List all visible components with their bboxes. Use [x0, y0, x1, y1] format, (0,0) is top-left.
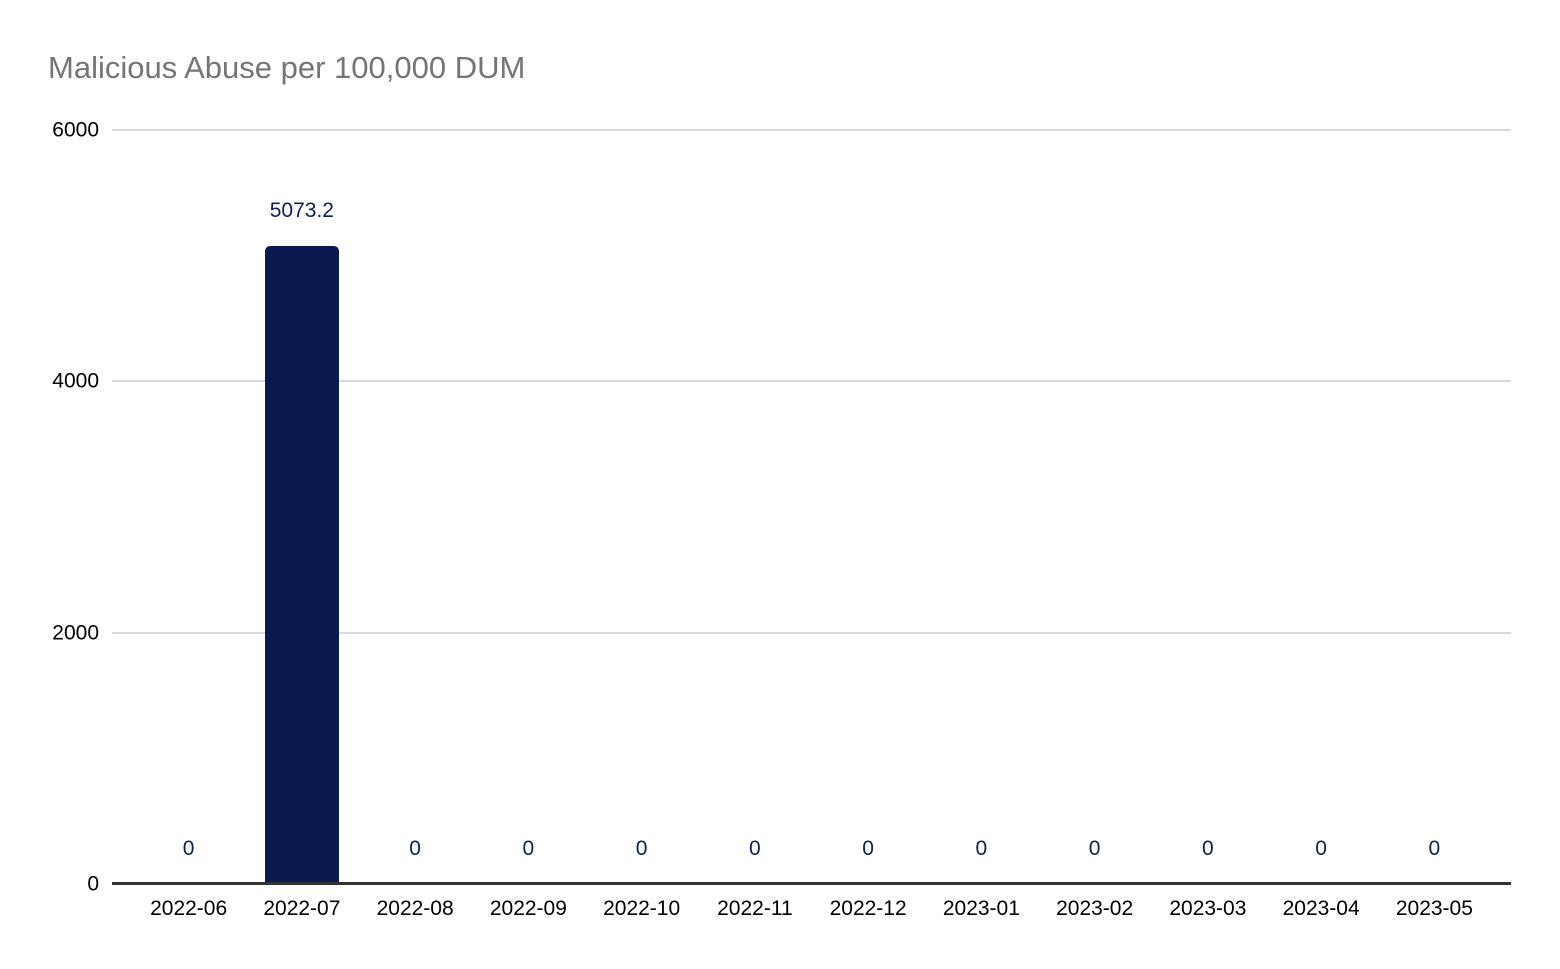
- category-slot: 0 2023-03: [1151, 130, 1264, 919]
- gridline: [112, 631, 1511, 634]
- x-axis-tick-label: 2022-08: [376, 897, 454, 920]
- x-axis-tick-label: 2022-06: [150, 897, 228, 920]
- category-slot: 5073.2 2022-07: [245, 130, 358, 919]
- category-slot: 0 2022-06: [132, 130, 245, 919]
- category-slot: 0 2023-05: [1378, 130, 1491, 919]
- bar-2022-07[interactable]: [264, 246, 339, 884]
- y-axis-tick-label: 0: [87, 872, 99, 896]
- category-slot: 0 2022-11: [698, 130, 811, 919]
- value-label: 0: [975, 837, 988, 860]
- value-label: 0: [635, 837, 648, 860]
- x-axis-tick-label: 2022-12: [829, 897, 907, 920]
- value-label: 0: [1202, 837, 1214, 860]
- bar-slots: 0 2022-06 5073.2 2022-07 0 2022-08 0 2022-09 0 20…: [112, 130, 1511, 919]
- plot-area: 0 2022-06 5073.2 2022-07 0 2022-08 0 2022-09 0 20…: [52, 120, 1511, 919]
- category-slot: 0 2023-01: [925, 130, 1038, 919]
- x-axis-tick-label: 2022-07: [263, 897, 341, 920]
- category-slot: 0 2022-08: [359, 130, 472, 919]
- x-axis-tick-label: 2022-09: [489, 897, 567, 920]
- value-label: 0: [522, 837, 535, 860]
- x-axis-tick-label: 2022-10: [603, 897, 681, 920]
- value-label: 0: [1088, 837, 1101, 860]
- value-label: 0: [862, 837, 874, 860]
- y-axis-tick-label: 4000: [52, 369, 99, 393]
- x-axis-tick-label: 2022-11: [717, 897, 793, 920]
- category-slot: 0 2023-02: [1038, 130, 1151, 919]
- x-axis-tick-label: 2023-02: [1056, 897, 1134, 920]
- chart-title: Malicious Abuse per 100,000 DUM: [48, 50, 526, 85]
- value-label: 0: [409, 837, 421, 860]
- value-label: 5073.2: [269, 199, 334, 223]
- category-slot: 0 2022-09: [472, 130, 585, 919]
- value-label: 0: [749, 837, 761, 860]
- y-axis-tick-label: 6000: [52, 118, 99, 142]
- gridline: [112, 129, 1511, 131]
- y-axis-tick-label: 2000: [52, 621, 99, 645]
- x-axis-tick-label: 2023-04: [1282, 897, 1360, 920]
- value-label: 0: [1428, 837, 1441, 860]
- gridline: [112, 380, 1511, 383]
- x-axis-tick-label: 2023-03: [1169, 897, 1247, 920]
- value-label: 0: [182, 837, 195, 860]
- x-axis-line: [112, 882, 1511, 885]
- category-slot: 0 2023-04: [1265, 130, 1378, 919]
- x-axis-tick-label: 2023-05: [1395, 897, 1473, 920]
- category-slot: 0 2022-10: [585, 130, 698, 919]
- value-label: 0: [1315, 837, 1327, 860]
- x-axis-tick-label: 2023-01: [942, 897, 1020, 920]
- category-slot: 0 2022-12: [812, 130, 925, 919]
